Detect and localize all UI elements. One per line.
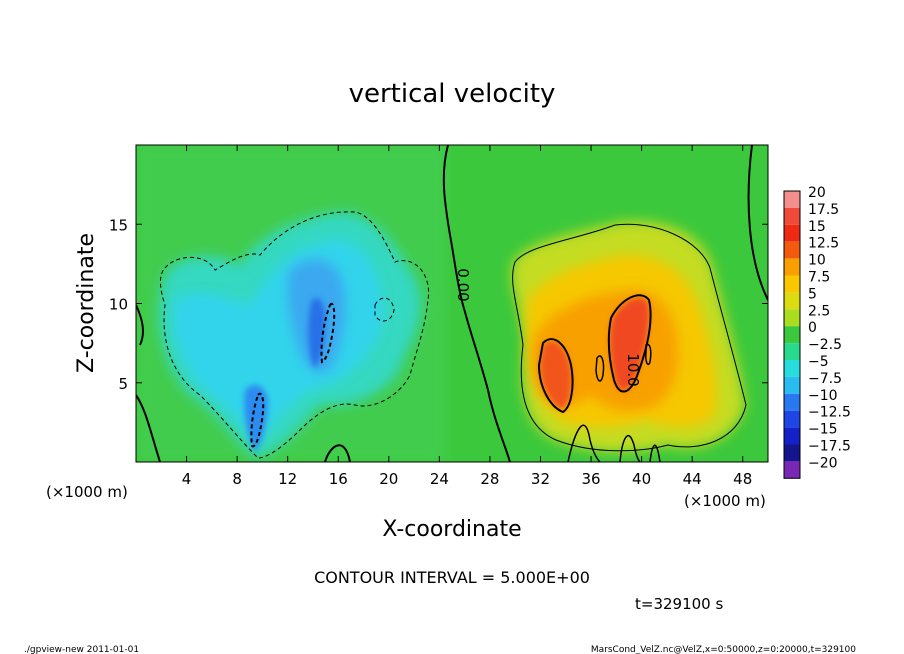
colorbar-swatch [784, 427, 800, 445]
colorbar-swatch [784, 258, 800, 276]
y-axis-label: Z-coordinate [74, 233, 99, 373]
x-tick-label: 8 [232, 470, 242, 488]
colorbar-label: −5 [808, 354, 829, 370]
colorbar-label: 10 [808, 253, 826, 269]
colorbar-label: −2.5 [808, 337, 842, 353]
colorbar-label: −15 [808, 422, 838, 438]
colorbar-swatch [784, 444, 800, 462]
plot-area [136, 145, 768, 462]
colorbar-swatch [784, 410, 800, 428]
x-unit-label-right: (×1000 m) [684, 492, 766, 510]
x-tick-label: 36 [581, 470, 600, 488]
contour-interval: CONTOUR INTERVAL = 5.000E+00 [314, 568, 590, 587]
y-tick-label: 5 [118, 375, 128, 393]
colorbar-label: 0 [808, 320, 817, 336]
y-axis-ticks: 5 10 15 [109, 216, 768, 393]
footer-right: MarsCond_VelZ.nc@VelZ,x=0:50000,z=0:2000… [591, 645, 856, 654]
x-axis-ticks: 4 8 12 16 20 24 28 32 36 40 44 48 [182, 145, 752, 488]
colorbar-label: 2.5 [808, 303, 830, 319]
x-tick-label: 4 [182, 470, 192, 488]
colorbar-label: 12.5 [808, 236, 839, 252]
x-axis-label: X-coordinate [382, 517, 521, 542]
colorbar-swatch [784, 343, 800, 360]
x-unit-label-left: (×1000 m) [46, 483, 128, 501]
colorbar-label: 5 [808, 286, 817, 302]
colorbar-label: −20 [808, 455, 838, 471]
colorbar-swatch [784, 275, 800, 293]
colorbar-swatch [784, 326, 800, 344]
time-label: t=329100 s [635, 595, 723, 613]
x-tick-label: 16 [329, 470, 348, 488]
colorbar-label: −7.5 [808, 371, 842, 387]
colorbar-swatch [784, 376, 800, 394]
x-tick-label: 48 [733, 470, 752, 488]
x-tick-label: 24 [430, 470, 449, 488]
colorbar-label: 15 [808, 219, 826, 235]
x-tick-label: 32 [531, 470, 550, 488]
colorbar-swatch [784, 292, 800, 310]
colorbar-swatch [784, 461, 800, 479]
x-tick-label: 40 [632, 470, 651, 488]
x-tick-label: 20 [379, 470, 398, 488]
footer-left: ./gpview-new 2011-01-01 [24, 645, 139, 654]
colorbar-frame [783, 190, 801, 479]
y-tick-label: 10 [109, 296, 128, 314]
colorbar-swatch [784, 393, 800, 411]
colorbar: 2017.51512.5107.552.50−2.5−5−7.5−10−12.5… [783, 185, 851, 479]
contour-label-zero: 0.00 [454, 268, 472, 301]
contour-lines [136, 145, 768, 462]
contour-label-ten: 10.0 [624, 353, 642, 386]
colorbar-swatch [784, 309, 800, 327]
colorbar-swatch [784, 207, 800, 225]
colorbar-label: −12.5 [808, 405, 851, 421]
x-tick-label: 44 [683, 470, 702, 488]
colorbar-swatch [784, 224, 800, 242]
colorbar-label: 7.5 [808, 270, 830, 286]
colorbar-label: −10 [808, 388, 838, 404]
colorbar-label: 17.5 [808, 202, 839, 218]
y-tick-label: 15 [109, 216, 128, 234]
colorbar-label: −17.5 [808, 439, 851, 455]
colorbar-swatch [784, 191, 800, 208]
x-tick-label: 28 [480, 470, 499, 488]
colorbar-label: 20 [808, 185, 826, 201]
chart-title: vertical velocity [349, 79, 556, 109]
colorbar-swatch [784, 241, 800, 259]
x-tick-label: 12 [278, 470, 297, 488]
colorbar-swatch [784, 360, 800, 377]
